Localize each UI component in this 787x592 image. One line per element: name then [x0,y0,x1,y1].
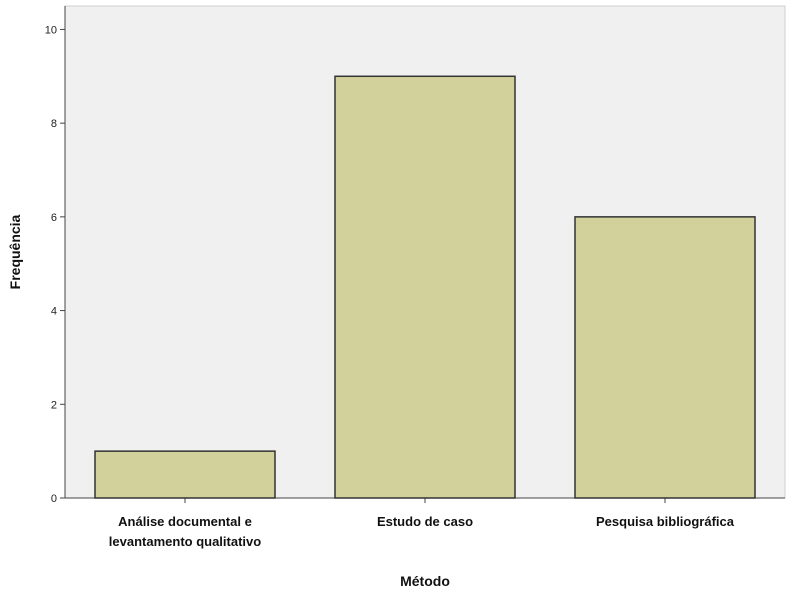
bars [94,75,756,499]
y-axis-title: Frequência [7,214,23,289]
y-tick-label: 2 [51,399,57,411]
y-tick-label: 8 [51,118,57,130]
bar [94,450,276,499]
y-tick-label: 0 [51,493,57,505]
bar [334,75,516,499]
bar [574,216,756,499]
x-tick-label: levantamento qualitativo [109,534,261,549]
y-tick-label: 4 [51,306,57,318]
x-axis-title: Método [400,573,450,589]
x-tick-label: Estudo de caso [377,514,473,529]
x-tick-labels: Análise documental e levantamento qualita… [109,514,735,549]
y-tick-label: 6 [51,212,57,224]
y-axis: 0 2 4 6 8 10 [45,6,66,505]
y-tick-label: 10 [45,24,57,36]
x-tick-label: Análise documental e [118,514,252,529]
x-tick-label: Pesquisa bibliográfica [596,514,735,529]
